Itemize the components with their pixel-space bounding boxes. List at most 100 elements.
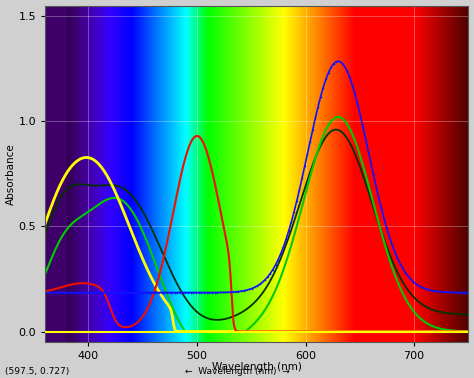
Bar bbox=[115, 6, 116, 342]
Bar bbox=[71, 6, 72, 342]
Bar bbox=[341, 6, 342, 342]
Bar bbox=[409, 6, 410, 342]
Bar bbox=[108, 6, 109, 342]
Bar bbox=[270, 6, 271, 342]
Bar bbox=[72, 6, 73, 342]
Bar bbox=[217, 6, 218, 342]
Bar bbox=[412, 6, 413, 342]
Bar bbox=[271, 6, 272, 342]
Bar bbox=[190, 6, 191, 342]
Bar bbox=[348, 6, 349, 342]
Bar bbox=[120, 6, 121, 342]
Bar bbox=[406, 6, 407, 342]
Bar bbox=[193, 6, 194, 342]
Bar bbox=[402, 6, 403, 342]
Bar bbox=[256, 6, 257, 342]
Bar bbox=[201, 6, 202, 342]
Bar bbox=[75, 6, 76, 342]
Bar bbox=[422, 6, 423, 342]
Bar bbox=[73, 6, 74, 342]
Bar bbox=[180, 6, 181, 342]
Bar bbox=[292, 6, 293, 342]
Bar bbox=[379, 6, 380, 342]
Bar bbox=[64, 6, 65, 342]
Bar bbox=[432, 6, 433, 342]
Bar bbox=[236, 6, 237, 342]
Bar bbox=[445, 6, 446, 342]
Bar bbox=[249, 6, 250, 342]
Bar bbox=[421, 6, 422, 342]
Bar bbox=[360, 6, 361, 342]
Bar bbox=[339, 6, 340, 342]
Bar bbox=[272, 6, 273, 342]
Bar bbox=[213, 6, 214, 342]
Bar bbox=[356, 6, 357, 342]
Bar bbox=[253, 6, 254, 342]
Bar bbox=[232, 6, 233, 342]
Bar bbox=[258, 6, 259, 342]
Bar bbox=[157, 6, 158, 342]
Bar bbox=[77, 6, 78, 342]
Bar bbox=[314, 6, 315, 342]
Bar bbox=[191, 6, 192, 342]
Bar bbox=[361, 6, 362, 342]
Bar bbox=[369, 6, 370, 342]
Bar bbox=[276, 6, 277, 342]
Bar bbox=[167, 6, 168, 342]
Bar bbox=[355, 6, 356, 342]
Bar bbox=[189, 6, 190, 342]
Bar bbox=[274, 6, 275, 342]
Bar bbox=[101, 6, 102, 342]
Bar bbox=[396, 6, 397, 342]
Bar bbox=[183, 6, 184, 342]
Text: ←  Wavelength (nm)  →: ← Wavelength (nm) → bbox=[185, 367, 289, 376]
Bar bbox=[56, 6, 57, 342]
Bar bbox=[229, 6, 230, 342]
Bar bbox=[416, 6, 417, 342]
Bar bbox=[295, 6, 296, 342]
Bar bbox=[368, 6, 369, 342]
Bar bbox=[62, 6, 63, 342]
Bar bbox=[347, 6, 348, 342]
Bar bbox=[297, 6, 298, 342]
Bar bbox=[259, 6, 260, 342]
Bar bbox=[434, 6, 435, 342]
Bar bbox=[89, 6, 90, 342]
Bar bbox=[86, 6, 87, 342]
Bar bbox=[111, 6, 112, 342]
Bar bbox=[148, 6, 149, 342]
Bar bbox=[181, 6, 182, 342]
Bar bbox=[177, 6, 178, 342]
Text: (597.5, 0.727): (597.5, 0.727) bbox=[5, 367, 69, 376]
Bar bbox=[450, 6, 451, 342]
Bar bbox=[334, 6, 335, 342]
Bar bbox=[245, 6, 246, 342]
Bar bbox=[322, 6, 323, 342]
Bar bbox=[463, 6, 464, 342]
Bar bbox=[202, 6, 203, 342]
Bar bbox=[398, 6, 399, 342]
Bar bbox=[131, 6, 132, 342]
Bar bbox=[233, 6, 234, 342]
Bar bbox=[350, 6, 351, 342]
Bar bbox=[222, 6, 223, 342]
Bar bbox=[114, 6, 115, 342]
Bar bbox=[237, 6, 238, 342]
Bar bbox=[392, 6, 393, 342]
Bar bbox=[420, 6, 421, 342]
Bar bbox=[387, 6, 388, 342]
Bar bbox=[323, 6, 324, 342]
Bar bbox=[207, 6, 208, 342]
Bar bbox=[454, 6, 455, 342]
Bar bbox=[212, 6, 213, 342]
Bar bbox=[174, 6, 175, 342]
Bar bbox=[370, 6, 371, 342]
Bar bbox=[267, 6, 268, 342]
Bar bbox=[439, 6, 440, 342]
Bar bbox=[171, 6, 172, 342]
Bar bbox=[333, 6, 334, 342]
Bar bbox=[376, 6, 377, 342]
Bar bbox=[118, 6, 119, 342]
Bar bbox=[296, 6, 297, 342]
Bar bbox=[410, 6, 411, 342]
